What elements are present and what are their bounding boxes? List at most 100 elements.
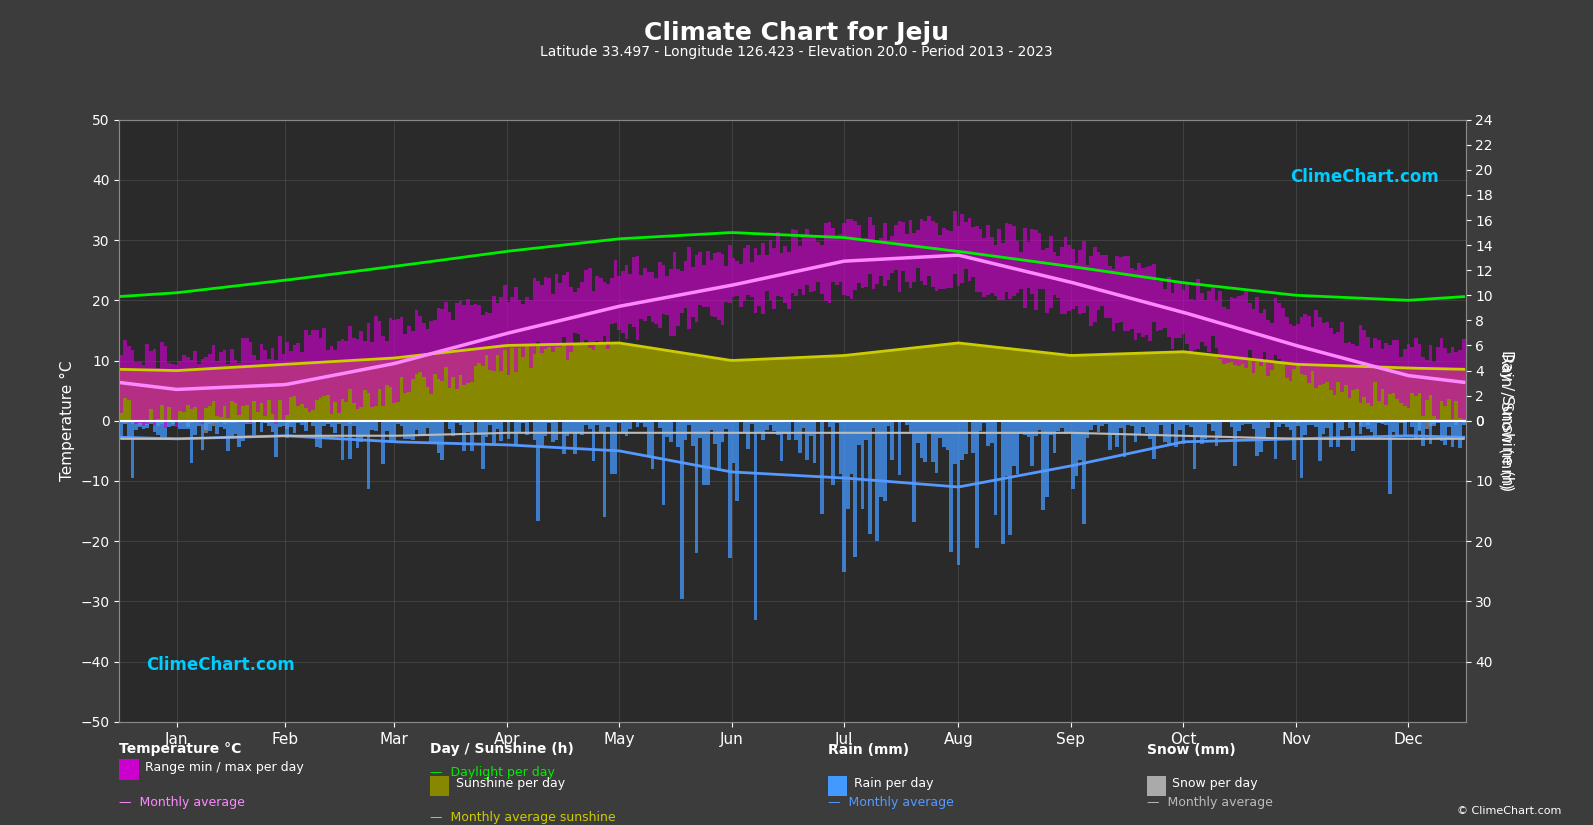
Bar	[854, 421, 857, 557]
Bar	[419, 355, 422, 421]
Bar	[975, 345, 978, 421]
Bar	[333, 361, 338, 421]
Bar	[1325, 323, 1329, 382]
Bar	[916, 347, 919, 421]
Bar	[750, 421, 753, 423]
Bar	[551, 295, 554, 352]
Bar	[403, 421, 408, 439]
Text: ClimeChart.com: ClimeChart.com	[1290, 167, 1438, 186]
Bar	[1451, 369, 1454, 421]
Bar	[835, 235, 838, 285]
Bar	[1134, 270, 1137, 340]
Bar	[226, 421, 229, 423]
Bar	[1365, 421, 1370, 425]
Bar	[299, 421, 304, 425]
Bar	[484, 312, 489, 355]
Bar	[695, 421, 698, 553]
Bar	[1440, 369, 1443, 421]
Bar	[742, 248, 747, 301]
Bar	[1241, 358, 1244, 421]
Bar	[414, 310, 419, 374]
Bar	[1193, 299, 1196, 350]
Bar	[691, 355, 695, 421]
Bar	[193, 421, 198, 435]
Bar	[876, 352, 879, 421]
Bar	[1384, 367, 1388, 421]
Bar	[588, 421, 591, 429]
Bar	[824, 356, 827, 421]
Bar	[245, 337, 249, 405]
Bar	[397, 421, 400, 424]
Bar	[703, 265, 706, 308]
Bar	[1082, 241, 1086, 313]
Bar	[1351, 345, 1356, 390]
Bar	[198, 364, 201, 421]
Bar	[1329, 421, 1333, 447]
Bar	[761, 243, 765, 314]
Bar	[558, 344, 562, 421]
Bar	[220, 421, 223, 427]
Bar	[1129, 421, 1134, 426]
Bar	[887, 351, 890, 421]
Bar	[1236, 421, 1241, 431]
Bar	[1137, 421, 1141, 433]
Bar	[927, 215, 930, 276]
Text: —  Monthly average: — Monthly average	[1147, 796, 1273, 809]
Bar	[529, 421, 532, 422]
Bar	[341, 421, 344, 460]
Bar	[507, 302, 510, 375]
Bar	[1086, 355, 1090, 421]
Bar	[806, 357, 809, 421]
Bar	[1230, 357, 1233, 421]
Bar	[897, 421, 902, 475]
Bar	[618, 276, 621, 329]
Bar	[683, 421, 688, 440]
Bar	[448, 421, 451, 429]
Bar	[986, 421, 989, 446]
Bar	[787, 358, 790, 421]
Bar	[569, 421, 573, 432]
Bar	[1241, 295, 1244, 364]
Bar	[599, 278, 602, 343]
Bar	[419, 316, 422, 372]
Bar	[994, 245, 997, 296]
Bar	[1432, 362, 1435, 416]
Bar	[1141, 353, 1145, 421]
Bar	[1286, 421, 1289, 422]
Bar	[526, 297, 529, 344]
Bar	[142, 421, 145, 429]
Bar	[717, 359, 720, 421]
Bar	[753, 360, 758, 421]
Bar	[392, 421, 397, 441]
Bar	[215, 361, 220, 417]
Text: © ClimeChart.com: © ClimeChart.com	[1456, 806, 1561, 816]
Bar	[655, 421, 658, 422]
Bar	[967, 344, 972, 421]
Bar	[916, 421, 919, 443]
Bar	[1418, 421, 1421, 431]
Bar	[462, 421, 467, 451]
Bar	[201, 421, 204, 450]
Bar	[159, 421, 164, 423]
Bar	[1236, 296, 1241, 365]
Bar	[647, 421, 650, 456]
Bar	[1255, 360, 1258, 421]
Bar	[747, 421, 750, 449]
Bar	[1064, 355, 1067, 421]
Bar	[1141, 268, 1145, 337]
Bar	[1266, 320, 1270, 376]
Bar	[338, 421, 341, 424]
Bar	[577, 344, 580, 421]
Bar	[159, 370, 164, 421]
Bar	[573, 344, 577, 421]
Bar	[820, 245, 824, 294]
Bar	[327, 421, 330, 423]
Bar	[153, 349, 156, 426]
Bar	[706, 356, 709, 421]
Bar	[644, 267, 647, 321]
Text: Day / Sunshine (h): Day / Sunshine (h)	[430, 742, 573, 757]
Bar	[241, 421, 245, 441]
Bar	[835, 356, 838, 421]
Bar	[1093, 421, 1096, 425]
Text: Rain (mm): Rain (mm)	[828, 742, 910, 757]
